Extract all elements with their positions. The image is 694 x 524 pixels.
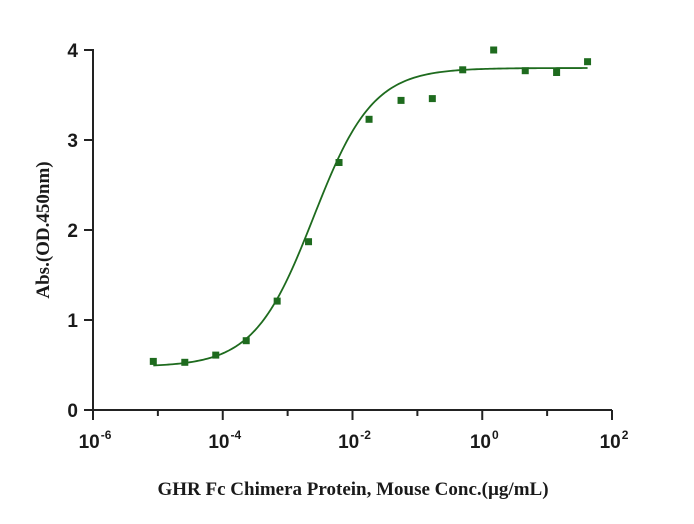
data-point-13 [553,69,561,76]
data-point-7 [365,115,373,123]
y-tick-label-4: 4 [67,41,78,62]
data-point-4 [273,297,281,305]
data-point-9 [428,95,436,103]
x-tick-base-1: 10 [208,432,229,453]
data-point-11 [490,46,498,54]
x-tick-exponent-4: 2 [622,428,629,442]
data-point-10 [459,66,467,74]
x-tick-exponent-3: 0 [492,428,499,442]
x-tick-base-3: 10 [470,432,491,453]
x-tick-exponent-1: -4 [230,428,241,442]
y-tick-label-3: 3 [67,131,78,152]
data-point-0 [149,357,157,365]
y-axis-title-group: Abs.(OD.450nm) [33,161,54,298]
x-tick-label-0: 10-6 [79,428,112,453]
x-tick-base-2: 10 [338,432,359,453]
x-tick-base-4: 10 [600,432,621,453]
y-tick-label-2: 2 [67,221,78,242]
data-points-group [149,46,592,366]
data-point-1 [181,358,189,366]
y-tick-label-0: 0 [67,401,78,422]
x-tick-label-2: 10-2 [338,428,371,453]
data-point-3 [242,337,250,345]
x-tick-label-4: 102 [600,428,629,453]
x-tick-exponent-0: -6 [101,428,112,442]
data-point-14 [584,58,592,66]
x-tick-label-3: 100 [470,428,499,453]
x-tick-label-1: 10-4 [208,428,241,453]
x-axis-title: GHR Fc Chimera Protein, Mouse Conc.(µg/m… [157,479,548,500]
x-tick-base-0: 10 [79,432,100,453]
fit-curve [153,67,588,367]
x-tick-exponent-2: -2 [360,428,371,442]
data-point-6 [335,159,343,166]
data-point-5 [305,238,313,246]
data-point-12 [521,67,529,75]
data-point-8 [397,96,405,104]
y-tick-label-1: 1 [67,311,78,332]
data-point-2 [212,351,220,359]
fit-curve-group [153,67,588,367]
y-axis-title: Abs.(OD.450nm) [33,161,54,298]
